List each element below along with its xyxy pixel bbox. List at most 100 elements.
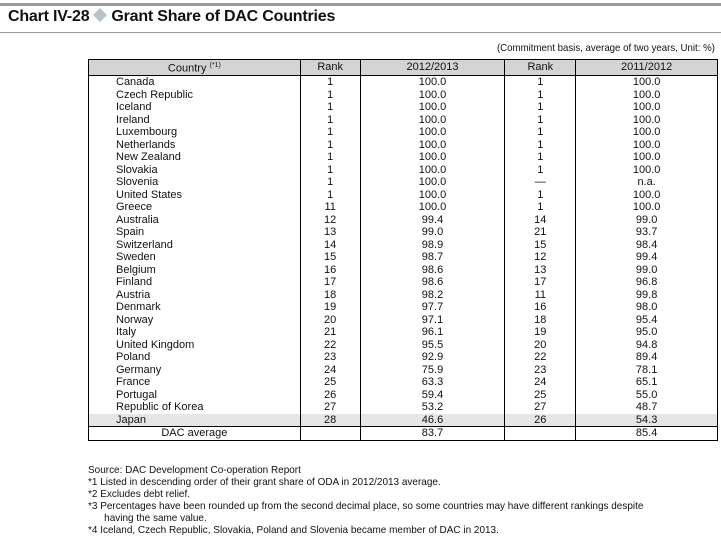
table-row: Portugal 26 59.4 25 55.0 xyxy=(88,388,718,402)
share-2011-2012-cell: 100.0 xyxy=(575,88,718,102)
share-2012-2013-cell: 100.0 xyxy=(359,88,506,102)
share-2011-2012-cell: 54.3 xyxy=(575,413,718,428)
share-2012-2013-cell: 59.4 xyxy=(359,388,506,402)
rank-2012-2013-cell: 1 xyxy=(299,163,361,177)
header-rank-1: Rank xyxy=(299,58,361,77)
share-2012-2013-cell: 100.0 xyxy=(359,176,506,189)
rank-2011-2012-cell: 26 xyxy=(504,413,577,428)
rank-2011-2012-cell: 1 xyxy=(504,151,577,164)
rank-2012-2013-cell: 18 xyxy=(299,288,361,302)
share-2012-2013-cell: 98.7 xyxy=(359,251,506,264)
rank-2011-2012-cell: 1 xyxy=(504,188,577,202)
rank-2012-2013-cell: 22 xyxy=(299,338,361,352)
share-2012-2013-cell: 99.4 xyxy=(359,213,506,227)
share-2012-2013-cell: 98.9 xyxy=(359,238,506,252)
rank-2011-2012-cell: 22 xyxy=(504,351,577,364)
share-2011-2012-cell: 65.1 xyxy=(575,376,718,389)
dac-average-row: DAC average 83.7 85.4 xyxy=(88,426,718,441)
table-row: Canada 1 100.0 1 100.0 xyxy=(88,75,718,89)
rank-2012-2013-cell: 15 xyxy=(299,251,361,264)
share-2011-2012-cell: 100.0 xyxy=(575,151,718,164)
country-cell: Luxembourg xyxy=(88,126,301,139)
table-row: Iceland 1 100.0 1 100.0 xyxy=(88,101,718,114)
table-row: Austria 18 98.2 11 99.8 xyxy=(88,288,718,302)
header-rank-2: Rank xyxy=(504,58,577,77)
diamond-icon xyxy=(93,7,108,23)
table-row: Luxembourg 1 100.0 1 100.0 xyxy=(88,126,718,139)
rank-2012-2013-cell: 1 xyxy=(299,176,361,189)
rank-2012-2013-cell: 1 xyxy=(299,126,361,139)
rank-2011-2012-cell: 24 xyxy=(504,376,577,389)
rank-2011-2012-cell: 25 xyxy=(504,388,577,402)
average-label: DAC average xyxy=(88,426,301,441)
grant-share-table: Country (*1) Rank 2012/2013 Rank 2011/20… xyxy=(88,58,718,441)
share-2012-2013-cell: 97.1 xyxy=(359,313,506,327)
share-2012-2013-cell: 100.0 xyxy=(359,188,506,202)
table-row: Sweden 15 98.7 12 99.4 xyxy=(88,251,718,264)
country-cell: Japan xyxy=(88,413,301,428)
unit-note: (Commitment basis, average of two years,… xyxy=(497,42,715,54)
share-2011-2012-cell: 99.0 xyxy=(575,263,718,277)
share-2012-2013-cell: 63.3 xyxy=(359,376,506,389)
rank-2011-2012-cell: 19 xyxy=(504,326,577,339)
table-row: Australia 12 99.4 14 99.0 xyxy=(88,213,718,227)
rank-2011-2012-cell: 1 xyxy=(504,126,577,139)
country-cell: Republic of Korea xyxy=(88,401,301,414)
share-2012-2013-cell: 75.9 xyxy=(359,363,506,377)
share-2011-2012-cell: 89.4 xyxy=(575,351,718,364)
table-row: Slovakia 1 100.0 1 100.0 xyxy=(88,163,718,177)
rank-2012-2013-cell: 1 xyxy=(299,138,361,152)
table-row: Denmark 19 97.7 16 98.0 xyxy=(88,301,718,314)
footnote-4: *4 Iceland, Czech Republic, Slovakia, Po… xyxy=(88,524,499,536)
country-cell: Spain xyxy=(88,226,301,239)
rank-2012-2013-cell: 21 xyxy=(299,326,361,339)
rank-2011-2012-cell: 23 xyxy=(504,363,577,377)
rank-2012-2013-cell: 23 xyxy=(299,351,361,364)
share-2011-2012-cell: 100.0 xyxy=(575,101,718,114)
share-2011-2012-cell: 99.4 xyxy=(575,251,718,264)
country-cell: Slovakia xyxy=(88,163,301,177)
country-cell: Iceland xyxy=(88,101,301,114)
rank-2011-2012-cell: 12 xyxy=(504,251,577,264)
country-cell: Greece xyxy=(88,201,301,214)
country-cell: Switzerland xyxy=(88,238,301,252)
share-2011-2012-cell: 93.7 xyxy=(575,226,718,239)
rank-2012-2013-cell: 16 xyxy=(299,263,361,277)
table-row: United States 1 100.0 1 100.0 xyxy=(88,188,718,202)
rank-2011-2012-cell: 11 xyxy=(504,288,577,302)
country-cell: Belgium xyxy=(88,263,301,277)
footnote-2: *2 Excludes debt relief. xyxy=(88,488,191,500)
share-2011-2012-cell: 100.0 xyxy=(575,75,718,89)
chart-title: Chart IV-28 Grant Share of DAC Countries xyxy=(8,7,335,26)
country-cell: Finland xyxy=(88,276,301,289)
rank-2011-2012-cell: 18 xyxy=(504,313,577,327)
share-2012-2013-cell: 98.2 xyxy=(359,288,506,302)
country-cell: New Zealand xyxy=(88,151,301,164)
table-row: Czech Republic 1 100.0 1 100.0 xyxy=(88,88,718,102)
country-cell: Netherlands xyxy=(88,138,301,152)
share-2011-2012-cell: 100.0 xyxy=(575,201,718,214)
rank-2012-2013-cell: 19 xyxy=(299,301,361,314)
share-2011-2012-cell: 78.1 xyxy=(575,363,718,377)
rank-2011-2012-cell: 1 xyxy=(504,101,577,114)
header-row: Country (*1) Rank 2012/2013 Rank 2011/20… xyxy=(88,58,718,77)
rank-2012-2013-cell: 14 xyxy=(299,238,361,252)
country-cell: Sweden xyxy=(88,251,301,264)
share-2012-2013-cell: 95.5 xyxy=(359,338,506,352)
country-cell: Slovenia xyxy=(88,176,301,189)
rank-2012-2013-cell: 28 xyxy=(299,413,361,428)
rank-2011-2012-cell: 14 xyxy=(504,213,577,227)
table-row: United Kingdom 22 95.5 20 94.8 xyxy=(88,338,718,352)
table-row: Netherlands 1 100.0 1 100.0 xyxy=(88,138,718,152)
country-cell: Australia xyxy=(88,213,301,227)
share-2011-2012-cell: 48.7 xyxy=(575,401,718,414)
rank-2012-2013-cell: 1 xyxy=(299,151,361,164)
chart-number: Chart IV-28 xyxy=(8,8,90,25)
share-2011-2012-cell: 100.0 xyxy=(575,138,718,152)
country-cell: Italy xyxy=(88,326,301,339)
country-cell: Poland xyxy=(88,351,301,364)
share-2011-2012-cell: 100.0 xyxy=(575,188,718,202)
country-cell: Germany xyxy=(88,363,301,377)
rank-2012-2013-cell: 1 xyxy=(299,188,361,202)
table-row: Slovenia 1 100.0— n.a. xyxy=(88,176,718,189)
